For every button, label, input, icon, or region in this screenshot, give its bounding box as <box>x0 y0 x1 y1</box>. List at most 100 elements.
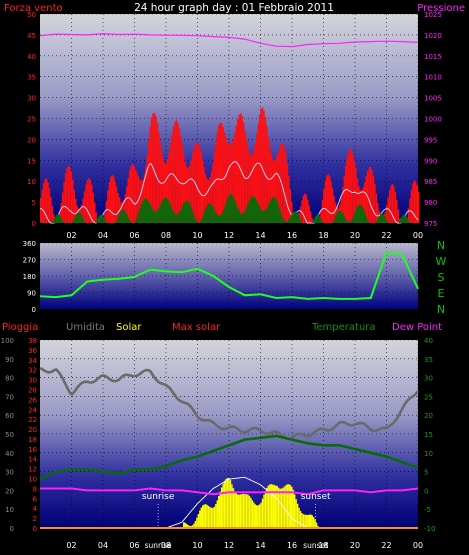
wind-gust-bar <box>285 153 287 223</box>
wind-y-tick-label: 15 <box>27 157 36 165</box>
wind-gust-bar <box>188 165 191 223</box>
wind-gust-bar <box>326 175 328 223</box>
wind-min-bar <box>247 203 249 223</box>
wind-min-bar <box>234 200 236 223</box>
wind-min-bar <box>190 206 192 223</box>
wind-min-bar <box>158 207 160 223</box>
pressure-line <box>39 32 419 48</box>
solar-bar <box>216 500 219 528</box>
wind-gust-bar <box>305 194 308 223</box>
wind-min-bar <box>248 199 251 223</box>
solar-bar <box>210 507 213 528</box>
solar-bar <box>286 484 289 528</box>
wind-gust-bar <box>245 138 248 223</box>
humidity-y-tick-label: 20 <box>5 487 14 495</box>
wind-gust-bar <box>114 181 116 223</box>
solar-bar <box>238 494 240 528</box>
wind-gust-bar <box>225 137 227 223</box>
wind-min-bar <box>152 209 154 223</box>
solar-bar <box>229 480 232 528</box>
wind-gust-bar <box>247 146 249 223</box>
wind-gust-bar <box>63 182 65 223</box>
wind-gust-bar <box>302 195 305 223</box>
wind-min-bar <box>407 220 410 223</box>
wind-min-bar <box>185 200 188 223</box>
solar-bar <box>207 505 210 528</box>
wind-min-bar <box>350 220 353 223</box>
wind-gust-bar <box>355 168 357 223</box>
wind-min-bar <box>218 215 220 223</box>
wind-min-bar <box>299 219 302 223</box>
wind-min-bar <box>139 208 141 223</box>
wind-gust-bar <box>44 179 46 223</box>
wind-gust-bar <box>394 191 397 223</box>
wind-gust-bar <box>228 143 230 223</box>
compass-s: S <box>438 271 445 284</box>
wind-gust-bar <box>342 187 344 223</box>
wind-gust-bar <box>220 123 223 223</box>
solar-bar <box>274 485 277 528</box>
wind-gust-bar <box>136 172 138 223</box>
wind-gust-bar <box>279 146 281 223</box>
wind-gust-bar <box>108 181 111 223</box>
wind-min-bar <box>364 211 366 223</box>
wind-min-bar <box>264 209 267 223</box>
wind-min-bar <box>256 200 258 223</box>
wind-gust-bar <box>241 115 243 223</box>
wind-min-bar <box>76 213 78 223</box>
wind-gust-bar <box>273 161 275 223</box>
rain-y-tick-label: 20 <box>28 426 37 434</box>
wind-gust-bar <box>324 180 327 223</box>
rain-y-tick-label: 30 <box>28 377 37 385</box>
wind-gust-bar <box>45 178 48 223</box>
solar-bar <box>223 480 226 528</box>
wind-gust-bar <box>397 209 400 223</box>
wind-gust-bar <box>327 174 329 223</box>
wind-min-bar <box>77 212 80 223</box>
wind-min-bar <box>337 211 340 223</box>
wind-gust-bar <box>343 176 346 223</box>
rain-y-tick-label: 22 <box>28 416 37 424</box>
wind-min-bar <box>187 201 189 223</box>
wind-min-bar <box>400 217 402 223</box>
wind-min-bar <box>232 196 235 223</box>
wind-gust-bar <box>374 183 376 223</box>
wind-y-tick-label: 50 <box>27 11 36 19</box>
wind-min-bar <box>355 209 357 223</box>
solar-bar <box>253 502 255 528</box>
rain-y-tick-label: 8 <box>33 485 37 493</box>
x-tick-label: 06 <box>129 541 139 550</box>
wind-gust-bar <box>162 158 165 223</box>
wind-gust-bar <box>253 150 255 223</box>
wind-min-bar <box>204 208 207 223</box>
wind-min-bar <box>286 220 289 223</box>
wind-min-bar <box>143 199 146 223</box>
dew-point-series <box>40 487 419 496</box>
wind-min-bar <box>242 212 245 223</box>
humidity-line <box>39 366 420 441</box>
compass-e: E <box>438 287 445 300</box>
wind-min-bar <box>164 197 166 223</box>
wind-gust-bar <box>155 116 157 223</box>
wind-gust-bar <box>177 122 179 223</box>
solar-bar <box>283 486 286 528</box>
solar-bar <box>219 491 221 528</box>
wind-gust-bar <box>304 193 306 223</box>
wind-gust-bar <box>117 192 119 223</box>
solar-bar <box>220 487 223 528</box>
wind-gust-bar <box>334 202 337 223</box>
wind-gust-bar <box>60 203 62 223</box>
wind-gust-bar <box>283 146 286 223</box>
wind-min-bar <box>202 215 204 223</box>
solar-bar <box>296 503 299 528</box>
wind-min-bar <box>276 201 278 223</box>
wind-min-bar <box>235 203 238 223</box>
wind-min-bar <box>56 214 58 223</box>
wind-min-bar <box>260 208 262 223</box>
wind-min-bar <box>384 216 386 223</box>
solar-bar <box>304 514 306 528</box>
wind-min-bar <box>209 203 211 223</box>
solar-bar <box>200 507 202 528</box>
wind-min-bar <box>203 212 205 223</box>
solar-bar <box>197 514 200 528</box>
